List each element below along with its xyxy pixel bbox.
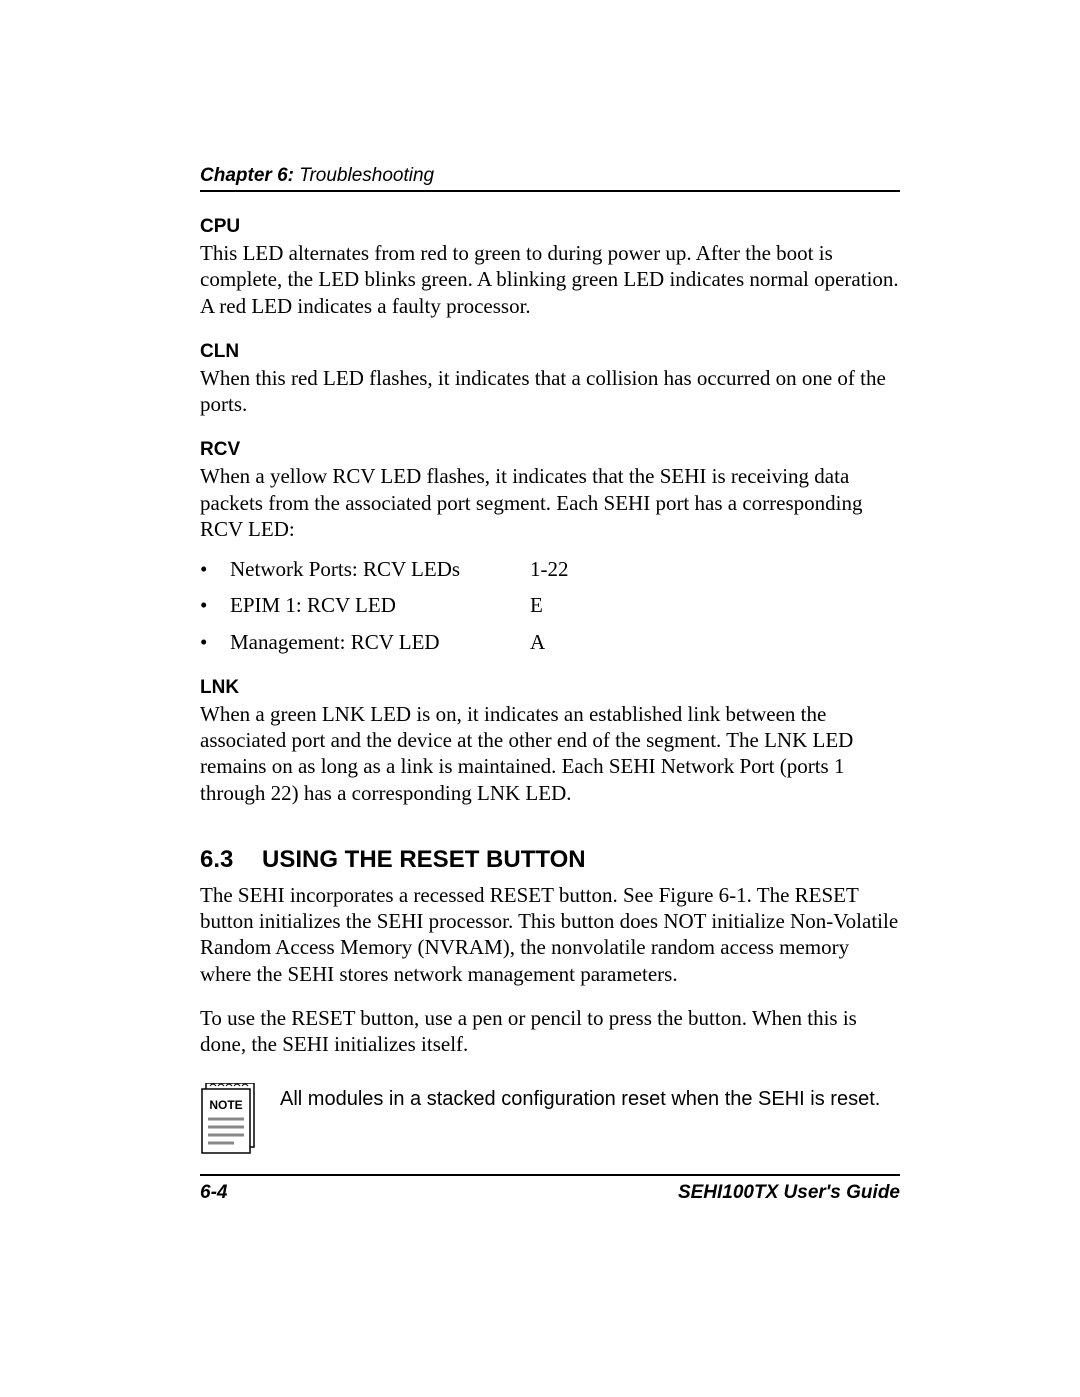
body-reset-p2: To use the RESET button, use a pen or pe…: [200, 1005, 900, 1058]
list-item: • Network Ports: RCV LEDs 1-22: [200, 556, 900, 582]
subhead-rcv: RCV: [200, 439, 900, 461]
bullet-icon: •: [200, 556, 230, 582]
note-icon: NOTE: [200, 1083, 258, 1155]
list-item-label: EPIM 1: RCV LED: [230, 592, 530, 618]
note-icon-label: NOTE: [209, 1098, 242, 1112]
list-item-value: E: [530, 592, 543, 618]
body-reset-p1: The SEHI incorporates a recessed RESET b…: [200, 882, 900, 987]
body-cpu: This LED alternates from red to green to…: [200, 240, 900, 319]
list-item: • Management: RCV LED A: [200, 629, 900, 655]
subhead-cpu: CPU: [200, 216, 900, 238]
bullet-icon: •: [200, 629, 230, 655]
list-item-label: Network Ports: RCV LEDs: [230, 556, 530, 582]
body-lnk: When a green LNK LED is on, it indicates…: [200, 701, 900, 806]
chapter-label: Chapter 6:: [200, 165, 294, 186]
page-content: Chapter 6: Troubleshooting CPU This LED …: [200, 165, 900, 1155]
chapter-header: Chapter 6: Troubleshooting: [200, 165, 900, 192]
list-item-value: 1-22: [530, 556, 569, 582]
rcv-led-list: • Network Ports: RCV LEDs 1-22 • EPIM 1:…: [200, 556, 900, 655]
section-number: 6.3: [200, 846, 262, 874]
list-item-label: Management: RCV LED: [230, 629, 530, 655]
footer-page-number: 6-4: [200, 1182, 227, 1204]
subhead-cln: CLN: [200, 341, 900, 363]
subhead-lnk: LNK: [200, 677, 900, 699]
note-text: All modules in a stacked configuration r…: [280, 1083, 880, 1112]
note-block: NOTE All modules in a stacked configurat…: [200, 1083, 900, 1155]
chapter-title: Troubleshooting: [294, 165, 434, 186]
section-heading-reset: 6.3 USING THE RESET BUTTON: [200, 846, 900, 874]
bullet-icon: •: [200, 592, 230, 618]
section-title: USING THE RESET BUTTON: [262, 846, 586, 874]
body-cln: When this red LED flashes, it indicates …: [200, 365, 900, 418]
list-item-value: A: [530, 629, 545, 655]
body-rcv: When a yellow RCV LED flashes, it indica…: [200, 463, 900, 542]
page-footer: 6-4 SEHI100TX User's Guide: [200, 1174, 900, 1204]
footer-guide-title: SEHI100TX User's Guide: [678, 1182, 900, 1204]
list-item: • EPIM 1: RCV LED E: [200, 592, 900, 618]
